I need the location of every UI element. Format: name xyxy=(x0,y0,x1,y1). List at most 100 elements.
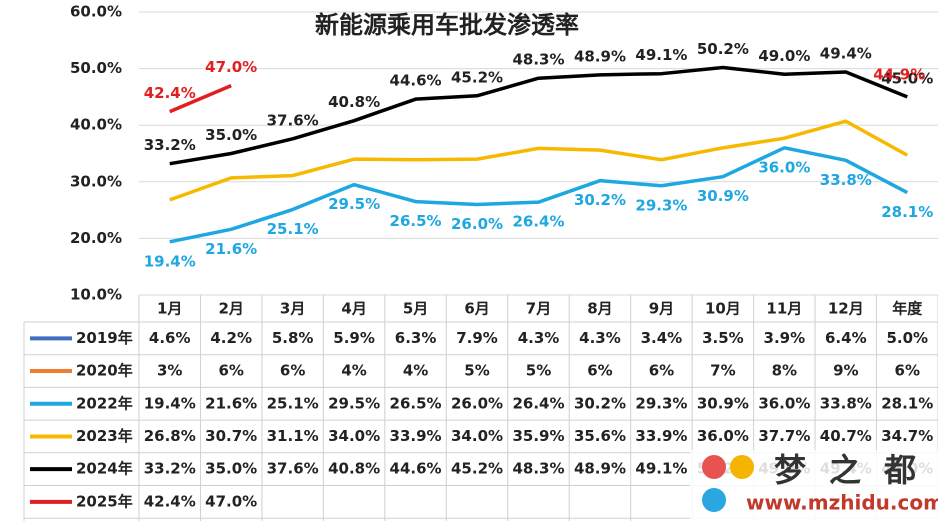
table-cell: 3.9% xyxy=(764,329,806,347)
table-cell: 4.6% xyxy=(149,329,191,347)
data-label: 30.2% xyxy=(574,191,626,209)
table-cell: 42.4% xyxy=(144,492,196,510)
y-tick-label: 40.0% xyxy=(70,116,122,134)
chart-title: 新能源乘用车批发渗透率 xyxy=(315,11,579,39)
table-cell: 6.4% xyxy=(825,329,867,347)
data-label: 45.0% xyxy=(881,69,933,87)
x-tick-label: 1月 xyxy=(157,300,182,318)
table-cell: 30.2% xyxy=(574,394,626,412)
table-cell: 8% xyxy=(772,362,797,380)
x-tick-label: 年度 xyxy=(892,300,923,318)
data-label: 49.0% xyxy=(758,47,810,65)
table-cell: 33.9% xyxy=(390,427,442,445)
table-cell: 6% xyxy=(218,362,243,380)
data-label: 29.3% xyxy=(635,196,687,214)
table-cell: 37.7% xyxy=(758,427,810,445)
table-cell: 35.9% xyxy=(512,427,564,445)
data-label: 40.8% xyxy=(328,93,380,111)
series-line xyxy=(169,119,909,202)
table-cell: 37.6% xyxy=(267,460,319,478)
data-label: 30.9% xyxy=(697,187,749,205)
plot-area xyxy=(169,65,909,244)
data-label: 44.6% xyxy=(390,72,442,90)
x-tick-label: 11月 xyxy=(766,300,802,318)
data-label: 25.1% xyxy=(267,220,319,238)
data-label: 21.6% xyxy=(205,240,257,258)
x-tick-label: 8月 xyxy=(587,300,612,318)
legend-label: 2022年 xyxy=(76,394,133,412)
series-line xyxy=(169,83,232,114)
x-tick-label: 12月 xyxy=(828,300,864,318)
watermark-icon xyxy=(702,455,726,479)
table-cell: 33.8% xyxy=(820,394,872,412)
x-tick-label: 10月 xyxy=(705,300,741,318)
watermark-icon xyxy=(702,488,726,512)
table-cell: 4% xyxy=(341,362,366,380)
table-cell: 25.1% xyxy=(267,394,319,412)
watermark-icon xyxy=(730,455,754,479)
table-cell: 3% xyxy=(157,362,182,380)
table-cell: 34.0% xyxy=(328,427,380,445)
series-line xyxy=(169,65,908,166)
data-label: 37.6% xyxy=(267,111,319,129)
table-cell: 3.5% xyxy=(702,329,744,347)
table-cell: 7% xyxy=(710,362,735,380)
watermark-text: 梦 xyxy=(774,451,806,489)
data-label: 33.8% xyxy=(820,171,872,189)
table-cell: 4.2% xyxy=(210,329,252,347)
table-cell: 40.7% xyxy=(820,427,872,445)
table-cell: 9% xyxy=(833,362,858,380)
table-cell: 34.7% xyxy=(881,427,933,445)
table-cell: 31.1% xyxy=(267,427,319,445)
legend-label: 2023年 xyxy=(76,427,133,445)
table-cell: 35.6% xyxy=(574,427,626,445)
data-label: 50.2% xyxy=(697,40,749,58)
x-tick-label: 2月 xyxy=(218,300,243,318)
table-cell: 5.8% xyxy=(272,329,314,347)
table-cell: 6% xyxy=(649,362,674,380)
table-cell: 48.9% xyxy=(574,460,626,478)
data-label: 33.2% xyxy=(144,136,196,154)
table-cell: 19.4% xyxy=(144,394,196,412)
table-cell: 4% xyxy=(403,362,428,380)
table-cell: 36.0% xyxy=(697,427,749,445)
table-cell: 44.6% xyxy=(390,460,442,478)
table-cell: 4.3% xyxy=(518,329,560,347)
table-cell: 33.9% xyxy=(635,427,687,445)
table-cell: 30.7% xyxy=(205,427,257,445)
table-cell: 3.4% xyxy=(641,329,683,347)
data-label: 35.0% xyxy=(205,126,257,144)
y-tick-label: 50.0% xyxy=(70,59,122,77)
legend-label: 2024年 xyxy=(76,460,133,478)
data-label: 49.4% xyxy=(820,44,872,62)
x-tick-label: 4月 xyxy=(341,300,366,318)
x-tick-label: 3月 xyxy=(280,300,305,318)
table-cell: 26.5% xyxy=(390,394,442,412)
table-cell: 6% xyxy=(895,362,920,380)
table-cell: 5% xyxy=(464,362,489,380)
series-line xyxy=(169,146,909,244)
y-tick-label: 30.0% xyxy=(70,172,122,190)
watermark-text: 都 xyxy=(883,451,916,489)
data-label: 28.1% xyxy=(881,203,933,221)
data-label: 26.0% xyxy=(451,215,503,233)
watermark-url: www.mzhidu.com xyxy=(746,491,938,515)
table-cell: 40.8% xyxy=(328,460,380,478)
table-cell: 6% xyxy=(280,362,305,380)
x-tick-label: 5月 xyxy=(403,300,428,318)
data-label: 29.5% xyxy=(328,195,380,213)
x-tick-label: 7月 xyxy=(526,300,551,318)
table-cell: 26.8% xyxy=(144,427,196,445)
table-cell: 33.2% xyxy=(144,460,196,478)
data-label: 26.4% xyxy=(512,213,564,231)
y-tick-label: 20.0% xyxy=(70,229,122,247)
table-cell: 36.0% xyxy=(758,394,810,412)
data-label: 48.9% xyxy=(574,47,626,65)
data-label: 36.0% xyxy=(758,158,810,176)
data-label: 19.4% xyxy=(144,252,196,270)
table-cell: 6.3% xyxy=(395,329,437,347)
x-tick-label: 9月 xyxy=(649,300,674,318)
table-cell: 34.0% xyxy=(451,427,503,445)
table-cell: 28.1% xyxy=(881,394,933,412)
